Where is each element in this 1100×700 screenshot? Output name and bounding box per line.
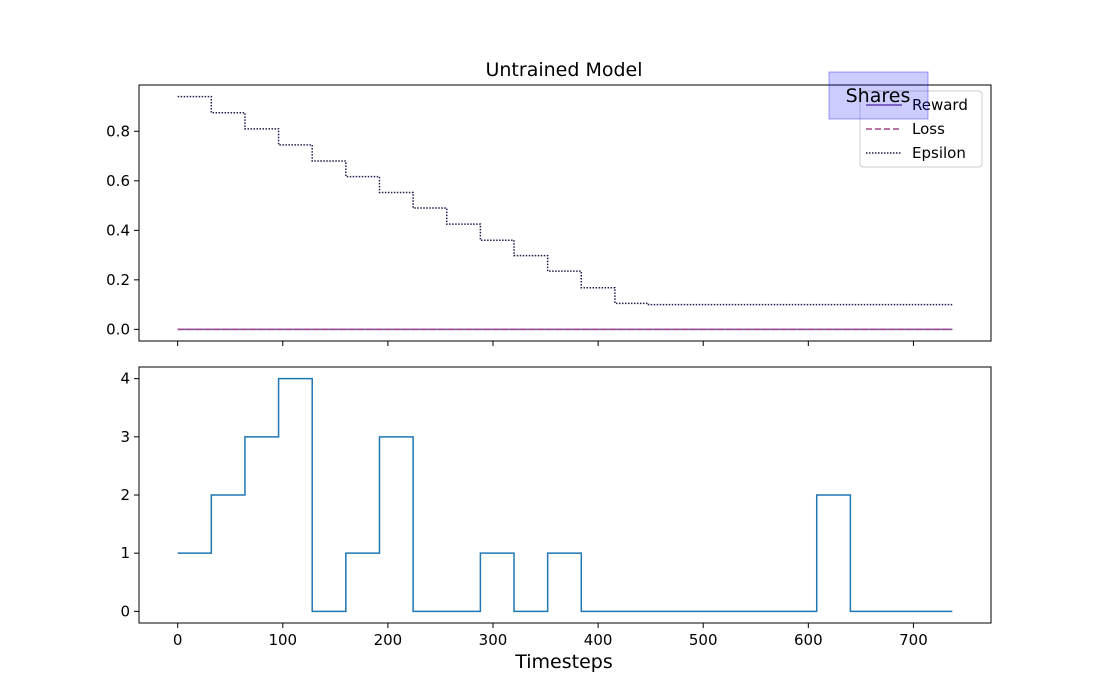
bottom-plot-frame bbox=[138, 366, 992, 624]
bottom-x-ticks: 0 100 200 300 400 500 600 700 bbox=[173, 623, 928, 649]
legend-label-epsilon: Epsilon bbox=[912, 144, 966, 162]
legend-box bbox=[859, 90, 983, 168]
top-line-epsilon bbox=[177, 95, 953, 306]
chart-title: Untrained Model bbox=[485, 59, 642, 81]
legend-label-reward: Reward bbox=[912, 96, 968, 114]
bottom-y-tick-label: 1 bbox=[120, 544, 130, 562]
legend: Reward Loss Epsilon bbox=[859, 90, 983, 168]
bottom-y-tick-label: 4 bbox=[120, 370, 130, 388]
legend-entry-reward: Reward bbox=[866, 96, 968, 114]
bottom-chart-panel: 0 100 200 300 400 500 600 700 0 1 2 3 4 Timesteps bbox=[120, 366, 992, 673]
bottom-y-ticks: 0 1 2 3 4 bbox=[120, 370, 139, 620]
shares-badge: Shares bbox=[828, 71, 929, 120]
legend-entry-loss: Loss bbox=[866, 120, 945, 138]
top-chart-panel: Untrained Model 0.0 0.2 0.4 0.6 0.8 Reward L… bbox=[106, 59, 992, 346]
top-y-ticks: 0.0 0.2 0.4 0.6 0.8 bbox=[106, 122, 139, 338]
bottom-x-tick-label: 100 bbox=[268, 631, 297, 649]
bottom-x-tick-label: 400 bbox=[584, 631, 613, 649]
bottom-x-tick-label: 0 bbox=[173, 631, 183, 649]
top-y-tick-label: 0.4 bbox=[106, 221, 130, 239]
legend-entry-epsilon: Epsilon bbox=[866, 144, 966, 162]
top-plot-area bbox=[177, 95, 953, 331]
legend-label-loss: Loss bbox=[912, 120, 945, 138]
bottom-x-tick-label: 200 bbox=[374, 631, 403, 649]
x-axis-title: Timesteps bbox=[514, 651, 613, 673]
bottom-x-tick-label: 500 bbox=[689, 631, 718, 649]
shares-badge-box bbox=[828, 71, 929, 120]
top-plot-frame bbox=[138, 84, 992, 342]
top-y-tick-label: 0.8 bbox=[106, 122, 130, 140]
bottom-line-series-0 bbox=[177, 377, 953, 613]
top-y-tick-label: 0.2 bbox=[106, 271, 130, 289]
top-x-ticks bbox=[177, 341, 914, 346]
bottom-x-tick-label: 300 bbox=[479, 631, 508, 649]
top-y-tick-label: 0.6 bbox=[106, 172, 130, 190]
shares-badge-label: Shares bbox=[846, 85, 911, 107]
bottom-y-tick-label: 2 bbox=[120, 486, 130, 504]
bottom-x-tick-label: 600 bbox=[794, 631, 823, 649]
bottom-y-tick-label: 0 bbox=[120, 602, 130, 620]
bottom-x-tick-label: 700 bbox=[899, 631, 928, 649]
bottom-y-tick-label: 3 bbox=[120, 428, 130, 446]
bottom-plot-area bbox=[177, 377, 953, 613]
top-y-tick-label: 0.0 bbox=[106, 320, 130, 338]
